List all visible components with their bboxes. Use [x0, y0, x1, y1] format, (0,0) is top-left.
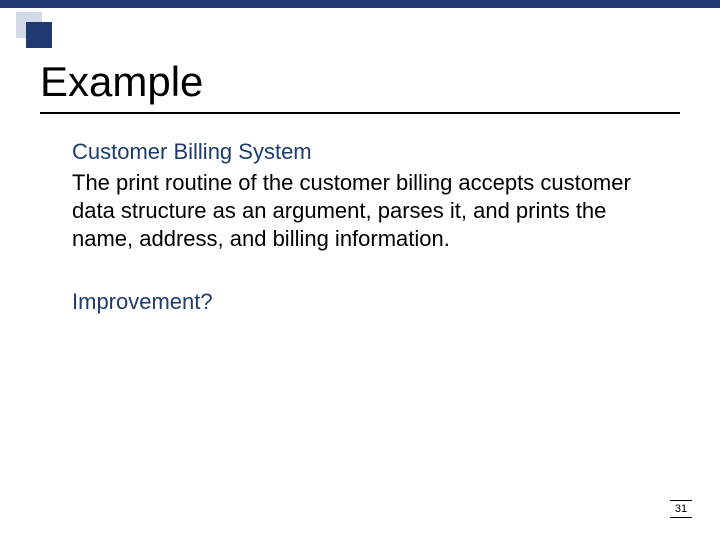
content-question: Improvement?: [72, 289, 662, 315]
title-underline: [40, 112, 680, 114]
slide-title: Example: [40, 58, 203, 106]
content-subheading: Customer Billing System: [72, 138, 662, 167]
page-number-container: 31: [670, 500, 692, 518]
page-number: 31: [670, 503, 692, 515]
content-body: The print routine of the customer billin…: [72, 169, 662, 253]
page-number-line-bottom: [670, 517, 692, 518]
page-number-line-top: [670, 500, 692, 501]
top-accent-bar: [0, 0, 720, 8]
slide-content: Customer Billing System The print routin…: [72, 138, 662, 315]
corner-square-dark: [26, 22, 52, 48]
